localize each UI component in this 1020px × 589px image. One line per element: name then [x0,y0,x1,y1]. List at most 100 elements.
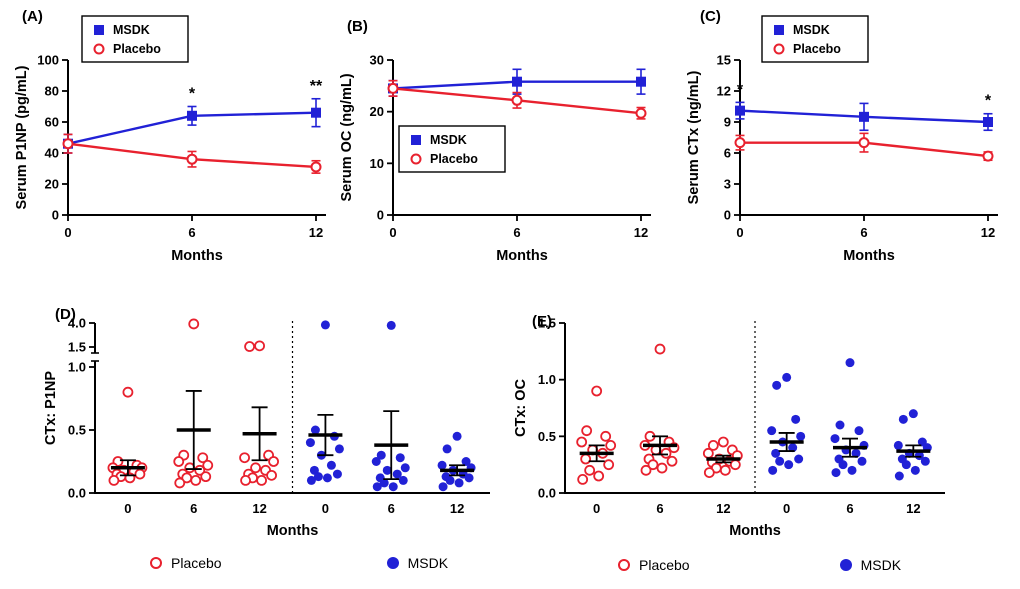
y-tick-label: 1.0 [538,372,556,387]
y-tick-label: 100 [37,53,59,68]
y-tick-label: 6 [724,146,731,161]
data-point [454,478,464,488]
data-point [593,470,605,482]
marker-square [311,107,321,118]
panel-c-label: (C) [700,8,721,25]
data-point [771,448,781,458]
placebo-marker-icon [150,557,162,569]
data-point [388,482,398,492]
data-point [194,464,206,476]
y-tick-label: 1.5 [538,316,556,331]
data-point [305,438,315,448]
data-point [188,318,200,330]
data-point [908,409,918,419]
data-point [584,464,596,476]
data-point [134,468,146,480]
x-tick-label: 0 [593,501,600,516]
data-point [838,460,848,470]
y-tick-label: 3 [724,177,731,192]
data-point [322,473,332,483]
data-point [603,459,615,471]
data-point [326,460,336,470]
data-point [382,465,392,475]
data-point [310,425,320,435]
x-tick-label: 12 [309,225,323,240]
data-point [794,454,804,464]
data-point [108,474,120,486]
data-point [702,447,714,459]
panel-e-label: (E) [532,313,552,330]
panel-b-line-chart: 0 10 20 30 0 6 12 Serum OC (ng/mL) Months MSDK Pla… [339,53,651,264]
legend-item-msdk: MSDK [386,555,448,571]
y-tick-label: 0 [377,208,384,223]
marker-square [636,76,646,87]
y-axis-title: Serum P1NP (pg/mL) [14,65,30,209]
panel-d-legend: Placebo MSDK [150,555,448,571]
legend-label-placebo: Placebo [171,555,222,571]
data-point [729,459,741,471]
x-axis-title: Months [171,248,223,264]
x-tick-label: 6 [388,501,395,516]
legend-label: Placebo [430,152,478,166]
msdk-marker-icon [839,559,852,571]
data-point [898,414,908,424]
data-point [239,452,250,464]
data-point [395,453,405,463]
data-point [920,456,930,466]
data-point [605,439,617,451]
data-point [791,414,801,424]
x-tick-label: 6 [513,225,520,240]
data-point [782,372,792,382]
marker-circle-open [858,137,870,149]
marker-circle-open [387,82,399,94]
data-point [371,457,381,466]
data-point [400,463,410,473]
data-point [656,462,668,474]
y-tick-label: 60 [45,115,59,130]
y-tick-label: 0.0 [68,486,86,501]
data-point [854,426,864,436]
x-tick-label: 0 [124,501,131,516]
data-point [666,455,678,467]
marker-square [187,110,197,121]
significance-label: * [737,81,744,98]
marker-circle-open [93,43,105,55]
marker-circle-open [186,153,198,165]
y-tick-label: 0 [52,208,59,223]
data-point [654,343,666,355]
data-point [376,450,386,460]
x-axis-title: Months [267,523,319,539]
data-point [320,320,330,330]
panel-d-label: (D) [55,306,76,323]
data-point [577,473,589,485]
marker-square [859,111,869,122]
x-tick-label: 6 [656,501,663,516]
data-point [437,460,447,470]
data-point [703,467,715,479]
x-tick-label: 12 [981,225,995,240]
y-axis-title: Serum CTx (ng/mL) [686,70,702,204]
x-tick-label: 12 [906,501,920,516]
data-point [784,460,794,470]
data-point [244,341,255,352]
legend-item-msdk: MSDK [839,557,901,573]
legend-item-placebo: Placebo [150,555,222,571]
data-point [901,460,911,470]
legend-label: MSDK [113,23,150,37]
data-point [772,380,782,390]
x-axis-title: Months [496,248,548,264]
y-axis-title: Serum OC (ng/mL) [339,73,355,201]
data-point [768,465,778,475]
data-point [576,436,588,448]
x-tick-label: 12 [634,225,648,240]
data-point [894,471,904,481]
data-point [268,456,279,467]
y-tick-label: 20 [370,104,384,119]
significance-label: * [985,93,992,110]
x-axis-title: Months [729,523,781,539]
marker-circle-open [410,153,422,165]
data-point [254,340,265,352]
data-point [372,482,382,492]
marker-circle-open [62,138,74,150]
x-tick-label: 0 [389,225,396,240]
